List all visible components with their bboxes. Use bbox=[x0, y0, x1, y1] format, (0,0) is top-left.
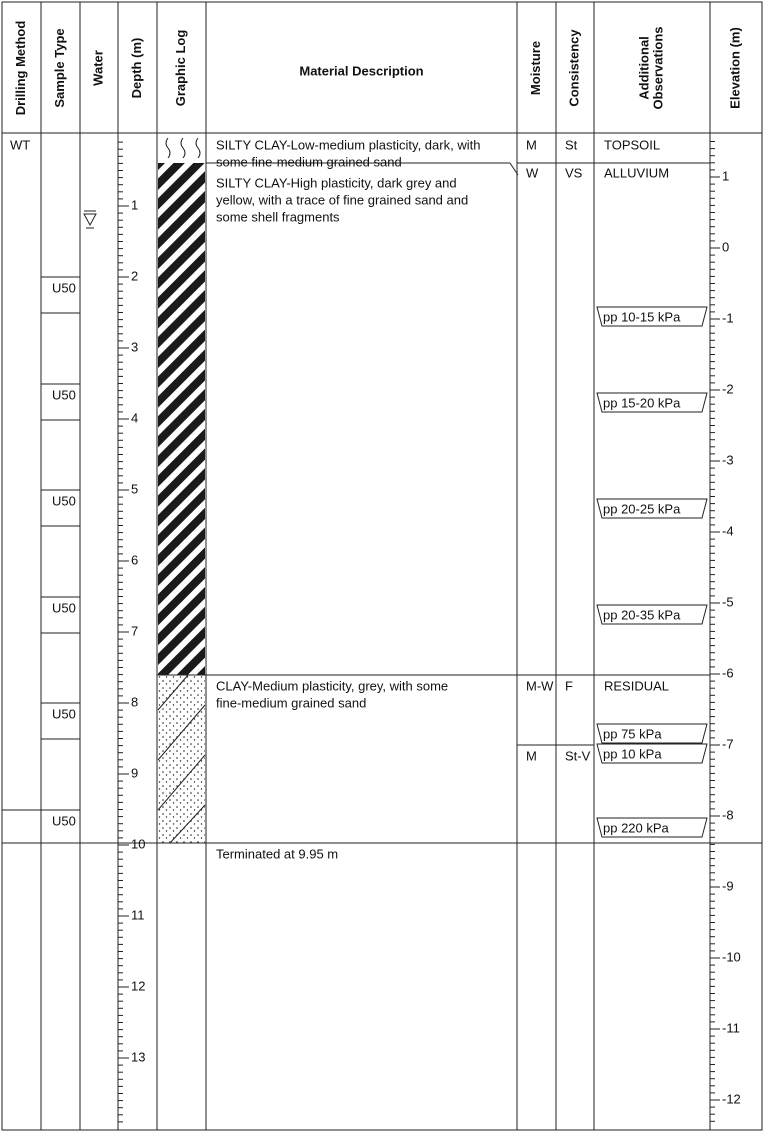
layer-line bbox=[509, 162, 519, 176]
material-description: fine-medium grained sand bbox=[216, 695, 366, 710]
elevation-label: -11 bbox=[722, 1020, 740, 1035]
elevation-label: -6 bbox=[722, 665, 734, 680]
pp-box bbox=[596, 392, 708, 413]
pp-box bbox=[596, 604, 708, 625]
termination: Terminated at 9.95 m bbox=[216, 846, 338, 861]
depth-label: 7 bbox=[131, 623, 138, 638]
observation: RESIDUAL bbox=[604, 678, 669, 693]
elevation-label: -2 bbox=[722, 381, 734, 396]
depth-label: 11 bbox=[131, 907, 145, 922]
pp-box bbox=[596, 723, 708, 744]
observation: ALLUVIUM bbox=[604, 165, 669, 180]
header-title: Moisture bbox=[528, 41, 543, 95]
pp-box bbox=[596, 306, 708, 327]
depth-label: 1 bbox=[131, 197, 138, 212]
pp-reading: pp 220 kPa bbox=[603, 820, 670, 835]
consistency: F bbox=[565, 678, 573, 693]
elevation-label: 1 bbox=[722, 168, 729, 183]
material-description: yellow, with a trace of fine grained san… bbox=[216, 192, 468, 207]
depth-label: 12 bbox=[131, 978, 145, 993]
depth-label: 10 bbox=[131, 836, 145, 851]
elevation-label: -9 bbox=[722, 878, 734, 893]
header-title: Elevation (m) bbox=[727, 27, 742, 109]
header-title: Sample Type bbox=[52, 28, 67, 107]
graphic-log-clay-lines bbox=[157, 674, 206, 844]
sample-type: U50 bbox=[52, 493, 76, 508]
elevation-label: -7 bbox=[722, 736, 734, 751]
depth-label: 2 bbox=[131, 268, 138, 283]
header-title: Additional bbox=[636, 36, 651, 100]
water-symbol bbox=[83, 210, 97, 229]
consistency: St-V bbox=[565, 748, 591, 763]
header-title: Depth (m) bbox=[129, 38, 144, 99]
pp-reading: pp 10 kPa bbox=[603, 746, 662, 761]
elevation-label: -10 bbox=[722, 949, 741, 964]
pp-reading: pp 20-25 kPa bbox=[603, 501, 681, 516]
depth-label: 13 bbox=[131, 1049, 145, 1064]
header-title: Drilling Method bbox=[13, 21, 28, 116]
material-description: some shell fragments bbox=[216, 209, 340, 224]
sample-type: U50 bbox=[52, 706, 76, 721]
drilling-method: WT bbox=[10, 137, 30, 152]
consistency: St bbox=[565, 137, 578, 152]
pp-box bbox=[596, 817, 708, 838]
header-title: Graphic Log bbox=[173, 30, 188, 107]
sample-type: U50 bbox=[52, 813, 76, 828]
graphic-log-alluvium bbox=[158, 163, 205, 675]
consistency: VS bbox=[565, 165, 583, 180]
header-title: Observations bbox=[650, 26, 665, 109]
pp-reading: pp 15-20 kPa bbox=[603, 395, 681, 410]
depth-label: 5 bbox=[131, 481, 138, 496]
moisture: M bbox=[526, 137, 537, 152]
depth-label: 3 bbox=[131, 339, 138, 354]
pp-reading: pp 75 kPa bbox=[603, 726, 662, 741]
pp-reading: pp 10-15 kPa bbox=[603, 309, 681, 324]
elevation-label: -3 bbox=[722, 452, 734, 467]
pp-box bbox=[596, 498, 708, 519]
moisture: M bbox=[526, 748, 537, 763]
header-title: Consistency bbox=[566, 29, 581, 107]
depth-label: 4 bbox=[131, 410, 138, 425]
material-description: some fine-medium grained sand bbox=[216, 154, 402, 169]
header-title: Water bbox=[90, 50, 105, 86]
moisture: M-W bbox=[526, 678, 554, 693]
graphic-log-topsoil bbox=[165, 137, 201, 159]
pp-reading: pp 20-35 kPa bbox=[603, 607, 681, 622]
elevation-label: -1 bbox=[722, 310, 734, 325]
elevation-label: -12 bbox=[722, 1091, 741, 1106]
elevation-label: -8 bbox=[722, 807, 734, 822]
material-description: SILTY CLAY-Low-medium plasticity, dark, … bbox=[216, 137, 480, 152]
graphic-log-residual bbox=[158, 675, 205, 843]
sample-type: U50 bbox=[52, 280, 76, 295]
elevation-label: -5 bbox=[722, 594, 734, 609]
sample-type: U50 bbox=[52, 387, 76, 402]
material-description: CLAY-Medium plasticity, grey, with some bbox=[216, 678, 448, 693]
depth-label: 8 bbox=[131, 694, 138, 709]
depth-label: 6 bbox=[131, 552, 138, 567]
header-title: Material Description bbox=[299, 63, 423, 78]
pp-box bbox=[596, 743, 708, 764]
elevation-label: -4 bbox=[722, 523, 734, 538]
material-description: SILTY CLAY-High plasticity, dark grey an… bbox=[216, 175, 457, 190]
depth-label: 9 bbox=[131, 765, 138, 780]
observation: TOPSOIL bbox=[604, 137, 660, 152]
moisture: W bbox=[526, 165, 539, 180]
elevation-label: 0 bbox=[722, 239, 729, 254]
sample-type: U50 bbox=[52, 600, 76, 615]
